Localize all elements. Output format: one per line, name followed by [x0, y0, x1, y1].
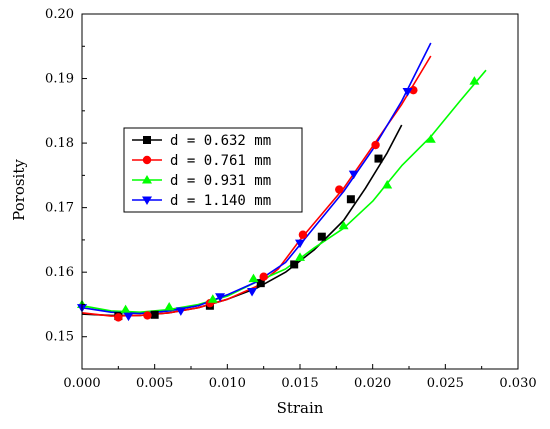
- data-point-triangle-down: [247, 288, 258, 297]
- data-point-triangle-up: [382, 180, 393, 189]
- data-point-square: [374, 154, 383, 163]
- data-point-circle: [335, 185, 344, 194]
- y-tick-label: 0.16: [45, 265, 74, 280]
- x-tick-label: 0.005: [136, 376, 173, 391]
- y-tick-label: 0.15: [45, 330, 74, 345]
- data-point-triangle-down: [175, 307, 186, 316]
- x-tick-label: 0.015: [281, 376, 318, 391]
- y-axis: 0.15 0.16 0.17 0.18 0.19 0.20: [45, 7, 87, 370]
- data-point-circle: [143, 311, 152, 320]
- data-point-circle: [259, 272, 268, 281]
- x-tick-label: 0.030: [499, 376, 536, 391]
- y-tick-label: 0.19: [45, 72, 74, 87]
- data-point-circle: [142, 155, 152, 165]
- x-axis-title: Strain: [277, 399, 324, 417]
- legend-box: [123, 127, 303, 213]
- data-point-triangle-up: [164, 302, 175, 311]
- data-point-square: [290, 260, 299, 269]
- legend-label: d = 0.632 mm: [170, 133, 271, 149]
- series-markers: [77, 76, 480, 322]
- legend-label: d = 0.931 mm: [170, 173, 271, 189]
- data-point-triangle-down: [123, 312, 134, 322]
- data-point-circle: [371, 140, 380, 150]
- x-tick-label: 0.025: [427, 376, 464, 391]
- data-point-triangle-down: [402, 87, 413, 97]
- data-point-square: [317, 232, 326, 241]
- data-point-triangle-down: [215, 293, 226, 302]
- legend: d = 0.632 mm d = 0.761 mm d = 0.931 mm d = …: [123, 127, 303, 213]
- data-point-square: [256, 279, 265, 288]
- x-tick-label: 0.000: [63, 376, 100, 391]
- y-tick-label: 0.17: [45, 201, 74, 216]
- data-point-triangle-up: [425, 134, 436, 143]
- data-point-square: [150, 310, 159, 319]
- data-point-triangle-up: [248, 273, 259, 283]
- data-point-triangle-up: [120, 304, 131, 314]
- data-point-triangle-up: [338, 220, 349, 230]
- legend-label: d = 1.140 mm: [170, 193, 271, 209]
- data-point-square: [346, 195, 355, 204]
- data-point-circle: [298, 230, 308, 239]
- data-point-square: [143, 136, 151, 144]
- data-point-triangle-down: [142, 196, 152, 205]
- data-point-triangle-up: [295, 252, 305, 261]
- data-point-triangle-down: [295, 239, 305, 249]
- data-point-triangle-up: [142, 175, 152, 184]
- y-axis-title: Porosity: [10, 159, 28, 221]
- data-point-triangle-up: [469, 76, 480, 85]
- data-point-triangle-up: [207, 294, 218, 303]
- data-point-triangle-down: [348, 170, 359, 180]
- x-axis: 0.000 0.005 0.010 0.015 0.020 0.025 0.030: [63, 364, 537, 391]
- x-tick-label: 0.010: [209, 376, 246, 391]
- data-point-circle: [114, 313, 123, 322]
- y-tick-label: 0.18: [45, 136, 74, 151]
- x-tick-label: 0.020: [354, 376, 391, 391]
- series-line-3: [81, 69, 487, 314]
- legend-label: d = 0.761 mm: [170, 153, 271, 169]
- y-tick-label: 0.20: [45, 7, 74, 22]
